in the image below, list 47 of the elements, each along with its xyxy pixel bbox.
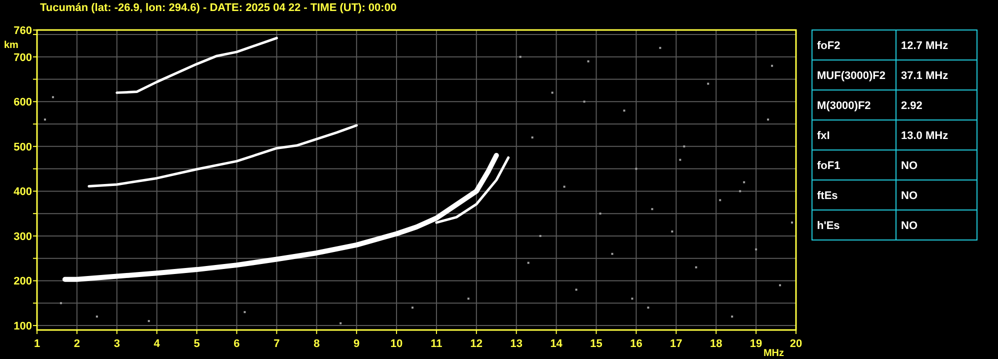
x-tick-label: 17	[670, 338, 682, 350]
y-tick-label: 600	[14, 96, 32, 109]
text: NO	[901, 190, 918, 202]
text: 2.92	[901, 100, 922, 112]
chart-title: Tucumán (lat: -26.9, lon: 294.6) - DATE: 2025 04 22 - TIME (UT): 00:00	[40, 2, 397, 14]
x-tick-label: 1	[34, 338, 40, 350]
y-axis-title: km	[4, 40, 19, 51]
x-axis-title: MHz	[763, 348, 784, 359]
y-tick-label: 300	[14, 230, 32, 243]
x-tick-label: 9	[354, 338, 360, 350]
x-tick-label: 3	[114, 338, 120, 350]
x-tick-label: 4	[154, 338, 161, 350]
text: 37.1 MHz	[901, 70, 948, 82]
y-tick-label: 500	[14, 141, 32, 154]
line-series	[116, 36, 278, 94]
x-tick-label: 16	[630, 338, 642, 350]
x-tick-label: 5	[194, 338, 200, 350]
x-tick-label: 6	[234, 338, 240, 350]
text: 12.7 MHz	[901, 40, 948, 52]
x-tick-label: 7	[274, 338, 280, 350]
x-tick-label: 11	[430, 338, 442, 350]
category-label: ftEs	[817, 190, 838, 202]
category-label: M(3000)F2	[817, 100, 871, 112]
y-tick-label: 100	[14, 320, 32, 333]
x-tick-label: 19	[750, 338, 762, 350]
category-label: MUF(3000)F2	[817, 70, 886, 82]
category-label: foF1	[817, 160, 840, 172]
text: NO	[901, 160, 918, 172]
y-tick-label: 400	[14, 186, 32, 198]
x-tick-label: 20	[790, 338, 802, 350]
y-tick-label: 200	[14, 276, 32, 288]
x-tick-label: 2	[74, 338, 80, 350]
x-tick-label: 15	[590, 338, 602, 350]
x-tick-label: 18	[710, 338, 722, 350]
x-tick-label: 8	[314, 338, 320, 350]
y-tick-label: 700	[14, 52, 32, 64]
category-label: foF2	[817, 40, 840, 52]
line-series	[88, 124, 358, 188]
category-label: h'Es	[817, 220, 840, 232]
category-label: fxI	[817, 130, 830, 142]
y-tick-label: 760	[14, 25, 32, 37]
x-tick-label: 13	[510, 338, 522, 350]
text: 13.0 MHz	[901, 130, 948, 142]
x-tick-label: 14	[550, 338, 564, 350]
x-tick-label: 10	[390, 338, 403, 350]
text: NO	[901, 220, 918, 232]
x-tick-label: 12	[470, 338, 483, 350]
